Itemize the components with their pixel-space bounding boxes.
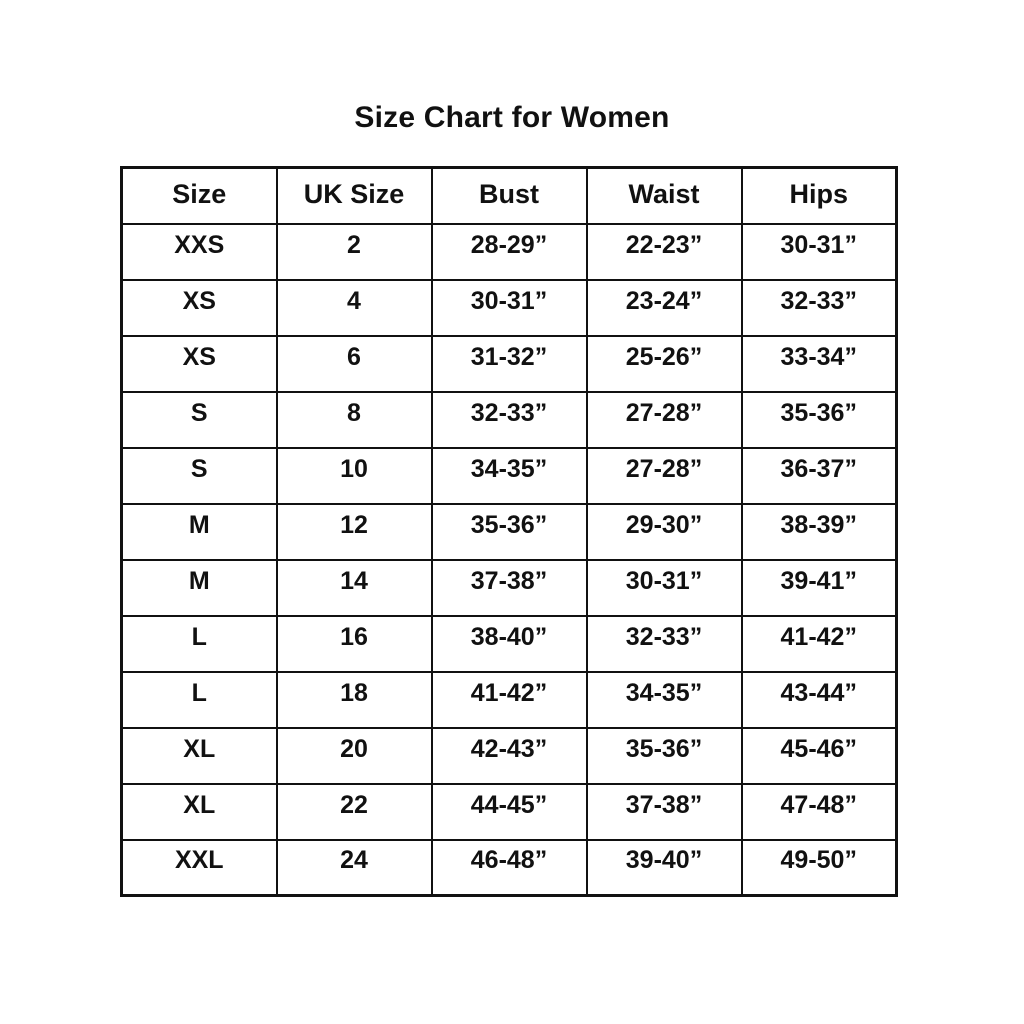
table-cell: 18 xyxy=(275,670,433,729)
table-cell: 43-44” xyxy=(740,670,898,729)
column-header: Waist xyxy=(585,166,743,225)
table-cell: 16 xyxy=(275,614,433,673)
table-cell: 32-33” xyxy=(740,278,898,337)
table-cell: XS xyxy=(120,334,278,393)
table-cell: 35-36” xyxy=(585,726,743,785)
table-cell: 42-43” xyxy=(430,726,588,785)
table-cell: 12 xyxy=(275,502,433,561)
table-cell: 49-50” xyxy=(740,838,898,897)
table-cell: 45-46” xyxy=(740,726,898,785)
table-row: XS 4 30-31” 23-24” 32-33” xyxy=(120,278,898,337)
table-cell: 2 xyxy=(275,222,433,281)
table-cell: XXL xyxy=(120,838,278,897)
table-cell: 38-39” xyxy=(740,502,898,561)
table-row: XS 6 31-32” 25-26” 33-34” xyxy=(120,334,898,393)
table-cell: 39-40” xyxy=(585,838,743,897)
table-cell: S xyxy=(120,390,278,449)
table-cell: 27-28” xyxy=(585,390,743,449)
table-cell: 35-36” xyxy=(740,390,898,449)
table-row: XL 22 44-45” 37-38” 47-48” xyxy=(120,782,898,841)
table-cell: XL xyxy=(120,726,278,785)
size-chart-table: Size UK Size Bust Waist Hips XXS 2 28-29” 22-23… xyxy=(120,166,898,897)
table-cell: 6 xyxy=(275,334,433,393)
column-header: Hips xyxy=(740,166,898,225)
table-cell: 34-35” xyxy=(585,670,743,729)
table-cell: 20 xyxy=(275,726,433,785)
table-cell: L xyxy=(120,614,278,673)
table-cell: 27-28” xyxy=(585,446,743,505)
table-cell: M xyxy=(120,558,278,617)
table-cell: 22 xyxy=(275,782,433,841)
size-table-body: XXS 2 28-29” 22-23” 30-31” XS 4 30-31” 23-24” 32-… xyxy=(120,222,898,897)
table-row: XXL 24 46-48” 39-40” 49-50” xyxy=(120,838,898,897)
page-title: Size Chart for Women xyxy=(354,101,670,134)
table-head: Size UK Size Bust Waist Hips xyxy=(120,166,898,225)
table-cell: 31-32” xyxy=(430,334,588,393)
table-row: L 16 38-40” 32-33” 41-42” xyxy=(120,614,898,673)
column-header: Bust xyxy=(430,166,588,225)
table-cell: 8 xyxy=(275,390,433,449)
table-cell: 46-48” xyxy=(430,838,588,897)
table-row: M 14 37-38” 30-31” 39-41” xyxy=(120,558,898,617)
table-cell: 34-35” xyxy=(430,446,588,505)
table-row: M 12 35-36” 29-30” 38-39” xyxy=(120,502,898,561)
table-cell: XL xyxy=(120,782,278,841)
table-cell: M xyxy=(120,502,278,561)
table-cell: 33-34” xyxy=(740,334,898,393)
table-cell: 32-33” xyxy=(585,614,743,673)
table-cell: 25-26” xyxy=(585,334,743,393)
table-cell: 36-37” xyxy=(740,446,898,505)
table-cell: 35-36” xyxy=(430,502,588,561)
table-cell: L xyxy=(120,670,278,729)
table-cell: 30-31” xyxy=(740,222,898,281)
table-cell: 22-23” xyxy=(585,222,743,281)
table-cell: XS xyxy=(120,278,278,337)
table-cell: 32-33” xyxy=(430,390,588,449)
table-cell: 47-48” xyxy=(740,782,898,841)
header-row: Size UK Size Bust Waist Hips xyxy=(120,166,898,225)
table-cell: 41-42” xyxy=(430,670,588,729)
table-cell: 39-41” xyxy=(740,558,898,617)
table-cell: 28-29” xyxy=(430,222,588,281)
table-cell: 14 xyxy=(275,558,433,617)
table-cell: 38-40” xyxy=(430,614,588,673)
table-cell: S xyxy=(120,446,278,505)
table-row: XL 20 42-43” 35-36” 45-46” xyxy=(120,726,898,785)
table-cell: 30-31” xyxy=(430,278,588,337)
table-cell: 24 xyxy=(275,838,433,897)
column-header: UK Size xyxy=(275,166,433,225)
table-cell: 4 xyxy=(275,278,433,337)
table-row: S 10 34-35” 27-28” 36-37” xyxy=(120,446,898,505)
column-header: Size xyxy=(120,166,278,225)
table-cell: 23-24” xyxy=(585,278,743,337)
table-row: XXS 2 28-29” 22-23” 30-31” xyxy=(120,222,898,281)
table-row: S 8 32-33” 27-28” 35-36” xyxy=(120,390,898,449)
table-cell: 10 xyxy=(275,446,433,505)
table-cell: XXS xyxy=(120,222,278,281)
table-cell: 41-42” xyxy=(740,614,898,673)
table-cell: 44-45” xyxy=(430,782,588,841)
table-cell: 29-30” xyxy=(585,502,743,561)
table-cell: 37-38” xyxy=(585,782,743,841)
table-row: L 18 41-42” 34-35” 43-44” xyxy=(120,670,898,729)
table-cell: 30-31” xyxy=(585,558,743,617)
table-cell: 37-38” xyxy=(430,558,588,617)
